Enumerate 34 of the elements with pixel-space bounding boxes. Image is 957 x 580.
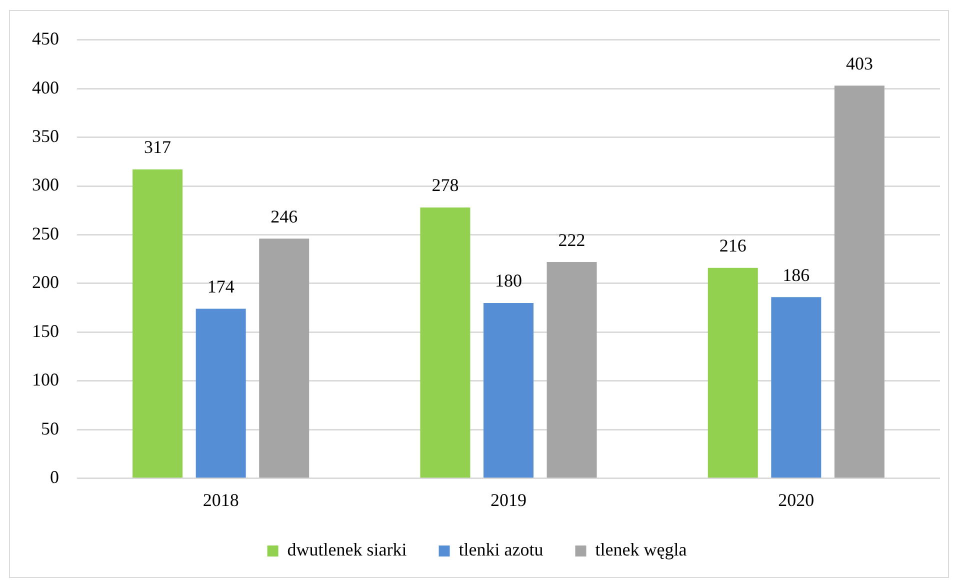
data-label: 403 bbox=[846, 53, 873, 74]
x-tick-label: 2019 bbox=[490, 490, 526, 510]
data-label: 222 bbox=[558, 230, 586, 250]
bar bbox=[546, 262, 597, 478]
y-tick-label: 150 bbox=[32, 320, 59, 341]
x-tick-label: 2018 bbox=[202, 490, 239, 510]
data-label: 216 bbox=[719, 236, 746, 256]
y-tick-label: 350 bbox=[32, 126, 59, 146]
data-label: 180 bbox=[495, 270, 522, 291]
y-tick-label: 250 bbox=[32, 223, 59, 244]
y-tick-label: 400 bbox=[32, 77, 59, 98]
bar bbox=[132, 169, 183, 478]
legend-label: tlenki azotu bbox=[458, 540, 544, 560]
data-label: 317 bbox=[144, 137, 172, 158]
data-label: 174 bbox=[207, 276, 234, 297]
y-tick-label: 0 bbox=[50, 467, 59, 488]
data-label: 246 bbox=[270, 206, 298, 226]
y-tick-label: 200 bbox=[32, 272, 59, 292]
bar bbox=[420, 207, 470, 478]
y-tick-label: 50 bbox=[41, 418, 59, 438]
bar bbox=[708, 268, 758, 478]
bar bbox=[834, 86, 884, 478]
legend-label: dwutlenek siarki bbox=[287, 540, 407, 560]
y-tick-label: 450 bbox=[32, 28, 59, 49]
data-label: 186 bbox=[782, 264, 810, 285]
data-label: 278 bbox=[432, 175, 459, 196]
x-tick-label: 2020 bbox=[778, 490, 814, 510]
bar bbox=[196, 308, 246, 478]
bar bbox=[484, 302, 534, 478]
legend-label: tlenek węgla bbox=[595, 540, 687, 560]
y-tick-label: 300 bbox=[32, 174, 59, 195]
bar bbox=[771, 297, 822, 478]
bar bbox=[259, 238, 310, 478]
y-tick-label: 100 bbox=[32, 370, 59, 390]
